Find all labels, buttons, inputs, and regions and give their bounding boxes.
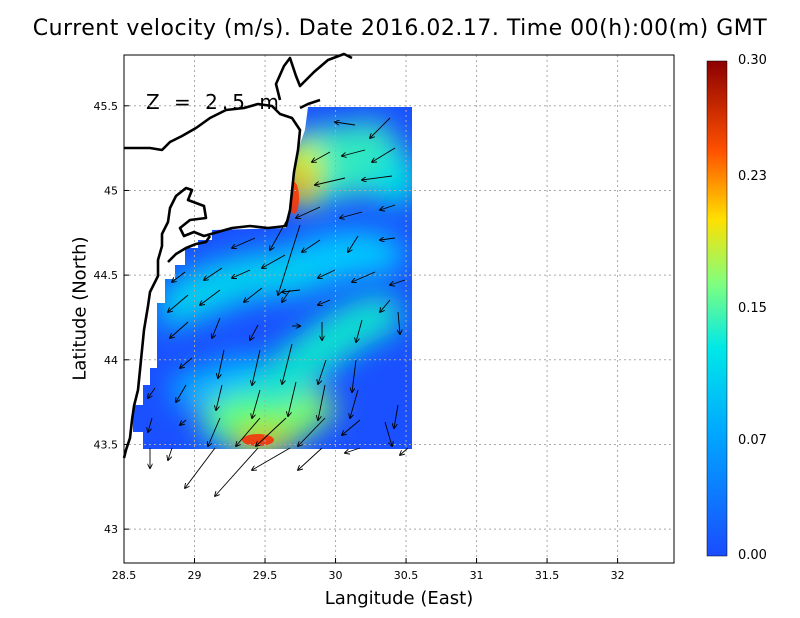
colorbar-tick-label: 0.00 — [738, 548, 767, 563]
velocity-arrow — [252, 447, 291, 470]
velocity-arrow — [204, 267, 223, 280]
velocity-arrow — [200, 289, 221, 305]
velocity-arrow — [394, 404, 399, 428]
x-tick-label: 30 — [329, 569, 343, 582]
velocity-arrow — [262, 254, 286, 268]
plot-frame — [123, 54, 675, 564]
velocity-arrow — [288, 381, 297, 416]
velocity-arrow — [362, 175, 393, 180]
x-tick-label: 31 — [470, 569, 484, 582]
velocity-arrow — [340, 211, 363, 218]
x-axis-label: Langitude (East) — [324, 588, 474, 609]
velocity-arrow — [216, 384, 223, 410]
grid-lines — [124, 55, 674, 563]
x-tick-label: 32 — [611, 569, 625, 582]
colorbar-tick-label: 0.23 — [738, 168, 767, 184]
depth-label: Z = 2.5 m — [146, 90, 283, 114]
velocity-arrow — [148, 417, 153, 432]
current-vectors — [148, 117, 409, 496]
velocity-arrow — [250, 324, 259, 340]
coastline — [122, 52, 353, 459]
velocity-arrow — [372, 147, 396, 162]
x-tick-label: 31.5 — [535, 569, 560, 582]
velocity-arrow — [350, 389, 359, 418]
velocity-arrow — [180, 419, 187, 425]
velocity-arrow — [296, 206, 321, 218]
velocity-field — [133, 107, 412, 449]
velocity-arrow — [298, 447, 323, 470]
velocity-arrow — [352, 271, 376, 282]
velocity-arrow — [215, 447, 259, 496]
velocity-arrow — [278, 224, 301, 295]
colorbar-tick-label: 0.07 — [738, 432, 767, 448]
y-tick-label: 43.5 — [94, 438, 119, 451]
velocity-arrow — [370, 117, 391, 138]
y-tick-label: 44.5 — [94, 269, 119, 282]
velocity-arrow — [270, 217, 289, 250]
velocity-arrow — [212, 317, 221, 338]
velocity-arrow — [398, 311, 400, 334]
velocity-arrow — [172, 271, 186, 282]
velocity-arrow — [302, 239, 321, 252]
x-tick-label: 28.5 — [112, 569, 137, 582]
velocity-arrow — [185, 447, 216, 488]
velocity-arrow — [232, 269, 251, 278]
velocity-arrow — [282, 343, 293, 384]
y-axis-label: Latitude (North) — [69, 236, 91, 381]
velocity-arrow — [380, 238, 396, 240]
velocity-arrow — [232, 237, 256, 248]
colorbar — [706, 60, 728, 557]
velocity-arrow — [384, 421, 392, 446]
velocity-arrow — [335, 122, 356, 126]
velocity-arrow — [345, 447, 361, 453]
velocity-arrow — [390, 279, 406, 285]
velocity-arrow — [318, 299, 331, 305]
velocity-arrow — [315, 177, 346, 185]
velocity-arrow — [312, 151, 331, 162]
velocity-arrow — [168, 447, 173, 460]
velocity-arrow — [348, 235, 359, 252]
y-tick-label: 43 — [104, 523, 118, 536]
axis-ticks: 28.5 29 29.5 30 30.5 31 31.5 32 43 43.5 44 44.5 45 45… — [94, 100, 625, 582]
colorbar-tick-label: 0.30 — [738, 53, 767, 68]
velocity-arrow — [168, 294, 189, 312]
y-tick-label: 45 — [104, 184, 118, 197]
colorbar-tick-label: 0.15 — [738, 300, 767, 316]
velocity-arrow — [236, 417, 261, 446]
velocity-arrow — [282, 289, 291, 302]
y-tick-label: 44 — [104, 354, 118, 367]
velocity-arrow — [218, 349, 225, 378]
velocity-arrow — [356, 319, 363, 342]
velocity-arrow — [318, 359, 327, 384]
velocity-arrow — [256, 417, 287, 446]
velocity-arrow — [342, 419, 361, 435]
velocity-arrow — [352, 359, 357, 392]
velocity-arrow — [170, 321, 189, 338]
velocity-arrow — [282, 290, 301, 292]
velocity-arrow — [318, 269, 336, 278]
velocity-arrow — [208, 417, 221, 446]
chart-title: Current velocity (m/s). Date 2016.02.17.… — [32, 16, 768, 41]
velocity-arrow — [244, 287, 263, 302]
velocity-arrow — [252, 389, 261, 418]
velocity-arrow — [380, 204, 396, 210]
velocity-arrow — [342, 149, 366, 156]
velocity-arrow — [400, 447, 409, 455]
x-tick-label: 29.5 — [253, 569, 278, 582]
velocity-arrow — [148, 387, 156, 398]
y-tick-label: 45.5 — [94, 100, 119, 113]
velocity-arrow — [176, 384, 187, 402]
x-tick-label: 30.5 — [394, 569, 419, 582]
velocity-arrow — [318, 384, 326, 420]
velocity-arrow — [380, 299, 391, 312]
velocity-arrow — [252, 349, 261, 385]
velocity-arrow — [180, 357, 193, 368]
velocity-arrow — [298, 417, 326, 446]
x-tick-label: 29 — [188, 569, 202, 582]
